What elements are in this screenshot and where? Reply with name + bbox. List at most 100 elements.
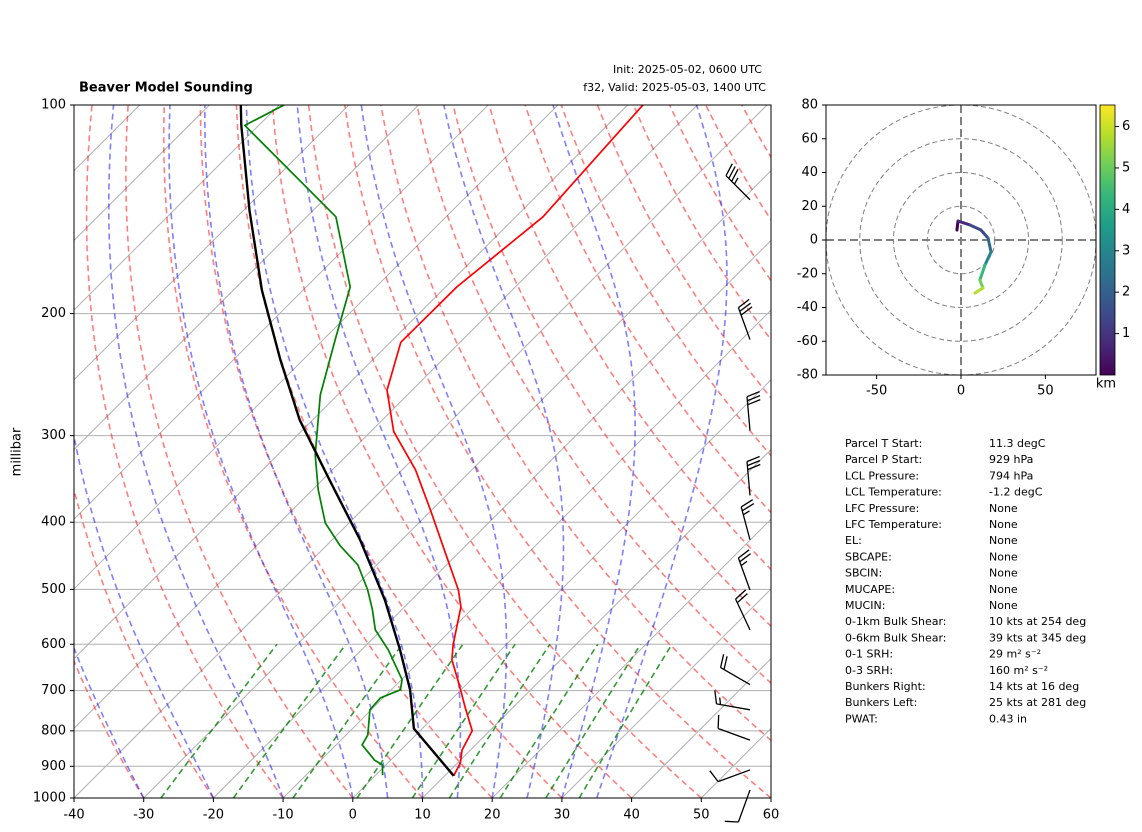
parameter-value: 0.43 in — [989, 712, 1027, 725]
moist-adiabat — [443, 105, 565, 798]
x-tick-label: 50 — [693, 808, 710, 823]
x-tick-label: 60 — [763, 808, 780, 823]
isotherm — [74, 105, 280, 311]
y-tick-label: 500 — [41, 582, 66, 597]
range-ring — [859, 138, 1063, 342]
wind-barb — [746, 455, 761, 496]
x-tick-label: -50 — [866, 384, 887, 399]
parameter-name: LCL Temperature: — [845, 486, 942, 499]
isotherm — [74, 105, 768, 798]
y-tick-label: 400 — [41, 515, 66, 530]
moist-adiabat — [245, 105, 424, 798]
valid-time: f32, Valid: 2025-05-03, 1400 UTC — [583, 81, 766, 94]
wind-barb — [719, 654, 751, 686]
y-tick-label: 200 — [41, 306, 66, 321]
dry-adiabat — [380, 105, 771, 742]
parameter-value: None — [989, 518, 1018, 531]
x-tick-label: -30 — [133, 808, 154, 823]
mixing-ratio — [448, 643, 551, 798]
isotherm — [213, 239, 771, 798]
mixing-ratio — [578, 643, 673, 798]
mixing-ratio — [356, 643, 464, 798]
isotherm — [74, 105, 350, 381]
parameter-table: Parcel T Start: 11.3 degC Parcel P Start: 9… — [845, 437, 1086, 725]
x-tick-label: 30 — [554, 808, 571, 823]
title: Beaver Model Sounding — [79, 81, 253, 96]
mixing-ratio — [292, 643, 403, 798]
dry-adiabat — [199, 105, 493, 798]
parameter-name: 0-1km Bulk Shear: — [845, 615, 947, 628]
dry-adiabat — [778, 105, 1142, 798]
hodograph-segment — [968, 223, 983, 232]
dry-adiabat — [668, 105, 771, 282]
x-tick-label: 20 — [484, 808, 501, 823]
hodograph-segment — [979, 228, 990, 240]
y-tick-label: 100 — [41, 98, 66, 113]
dry-adiabat — [125, 105, 354, 798]
dry-adiabat — [632, 105, 771, 341]
moist-adiabat — [74, 645, 145, 798]
parameter-value: -1.2 degC — [989, 486, 1043, 499]
y-tick-label: 800 — [41, 723, 66, 738]
isotherm — [74, 105, 419, 451]
wind-barb — [746, 390, 761, 431]
mixing-ratio — [545, 643, 642, 798]
parameter-name: EL: — [845, 534, 862, 547]
dry-adiabat — [596, 105, 771, 400]
moist-adiabat — [108, 105, 284, 798]
colorbar-tick-label: 2 — [1122, 285, 1130, 300]
parameter-name: 0-3 SRH: — [845, 664, 893, 677]
isotherm — [422, 448, 771, 798]
y-tick-label: 700 — [41, 683, 66, 698]
y-tick-label: 20 — [801, 199, 818, 214]
parameter-value: 14 kts at 16 deg — [989, 680, 1079, 693]
isotherm — [74, 105, 698, 730]
isotherm — [700, 727, 771, 798]
parameter-value: 10 kts at 254 deg — [989, 615, 1086, 628]
x-tick-label: 0 — [957, 384, 965, 399]
y-tick-label: 40 — [801, 165, 818, 180]
wind-barb — [737, 549, 751, 591]
parameter-name: 0-1 SRH: — [845, 648, 893, 661]
parameter-value: 160 m² s⁻² — [989, 664, 1048, 677]
y-tick-label: 0 — [810, 233, 818, 248]
moist-adiabat — [74, 432, 215, 798]
wind-barb — [725, 163, 751, 201]
parameter-name: LCL Pressure: — [845, 469, 919, 482]
x-tick-label: 50 — [1037, 384, 1054, 399]
parameter-value: None — [989, 583, 1018, 596]
moist-adiabat — [204, 105, 389, 798]
wind-barb — [737, 298, 753, 340]
wind-barb — [709, 769, 751, 783]
x-tick-label: 10 — [414, 808, 431, 823]
parameter-value: 29 m² s⁻² — [989, 648, 1041, 661]
y-tick-label: -20 — [797, 266, 818, 281]
colorbar-tick-label: 6 — [1122, 119, 1130, 134]
profile-line — [239, 105, 455, 777]
isotherm — [491, 518, 771, 798]
isotherm — [74, 105, 628, 660]
isotherm — [143, 169, 771, 798]
y-axis-label: millibar — [10, 427, 25, 476]
parameter-value: 25 kts at 281 deg — [989, 696, 1086, 709]
colorbar-label: km — [1096, 377, 1116, 392]
parameter-value: None — [989, 534, 1018, 547]
y-tick-label: 60 — [801, 131, 818, 146]
wind-barb — [714, 690, 751, 711]
y-tick-label: 1000 — [33, 791, 66, 806]
wind-barb — [717, 714, 751, 741]
parameter-name: LFC Pressure: — [845, 502, 919, 515]
dry-adiabat — [85, 105, 284, 798]
wind-barb — [735, 589, 751, 631]
colorbar-tick-label: 1 — [1122, 326, 1130, 341]
init-time: Init: 2025-05-02, 0600 UTC — [613, 63, 762, 76]
dry-adiabat — [162, 105, 424, 798]
parameter-value: 11.3 degC — [989, 437, 1046, 450]
dry-adiabat — [74, 486, 215, 798]
parameter-value: None — [989, 567, 1018, 580]
dry-adiabat — [560, 105, 771, 457]
dry-adiabat — [488, 105, 771, 571]
parameter-value: None — [989, 599, 1018, 612]
moist-adiabat — [552, 105, 636, 798]
